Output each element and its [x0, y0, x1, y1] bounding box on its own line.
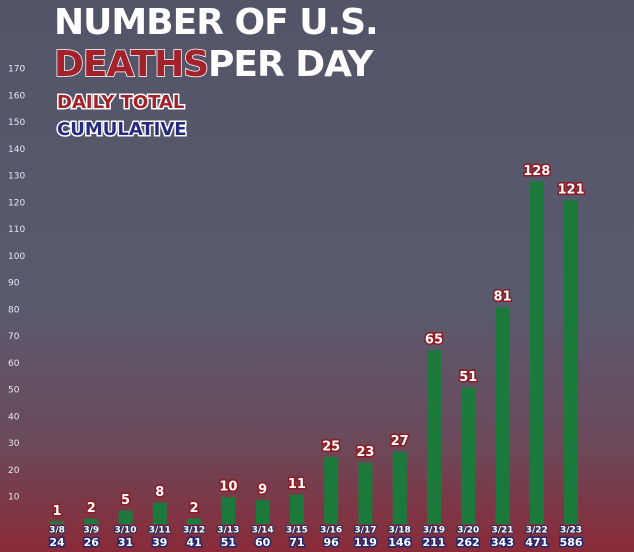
cumulative-label: 262: [457, 536, 480, 549]
cumulative-label: 96: [324, 536, 340, 549]
y-tick-label: 160: [8, 91, 25, 101]
bar: [324, 457, 339, 524]
y-tick-label: 50: [8, 386, 20, 396]
y-tick-label: 120: [8, 198, 25, 208]
x-tick-label: 3/12: [183, 526, 205, 536]
y-tick-label: 60: [8, 359, 20, 369]
y-tick-label: 150: [8, 118, 25, 128]
x-tick-label: 3/14: [252, 526, 274, 536]
value-label: 1: [52, 504, 61, 519]
bar: [187, 518, 202, 524]
cumulative-label: 26: [84, 536, 100, 549]
x-tick-label: 3/23: [560, 526, 582, 536]
cumulative-label: 119: [354, 536, 377, 549]
value-label: 9: [258, 482, 267, 497]
cumulative-label: 41: [186, 536, 201, 549]
bar: [255, 499, 270, 524]
x-tick-label: 3/9: [83, 526, 99, 536]
y-tick-label: 100: [8, 252, 25, 262]
title-line-2: PER DAY: [208, 44, 375, 85]
bar: [461, 387, 476, 524]
cumulative-label: 471: [525, 536, 548, 549]
x-tick-label: 3/15: [286, 526, 308, 536]
x-tick-label: 3/8: [49, 526, 65, 536]
bar: [118, 510, 133, 524]
y-tick-label: 90: [8, 279, 20, 289]
x-tick-label: 3/19: [423, 526, 445, 536]
bar: [50, 521, 64, 524]
x-tick-label: 3/20: [457, 526, 479, 536]
x-tick-label: 3/16: [320, 526, 342, 536]
bar: [426, 350, 441, 524]
x-tick-label: 3/18: [389, 526, 411, 536]
y-tick-label: 130: [8, 172, 25, 182]
value-label: 81: [493, 290, 511, 305]
y-tick-label: 170: [8, 65, 25, 75]
value-label: 121: [557, 183, 584, 198]
y-tick-label: 40: [8, 412, 20, 422]
value-label: 27: [391, 434, 409, 449]
y-tick-label: 140: [8, 145, 25, 155]
y-tick-label: 110: [8, 225, 25, 235]
cumulative-label: 39: [152, 536, 167, 549]
y-tick-label: 70: [8, 332, 20, 342]
value-label: 5: [121, 493, 130, 508]
value-label: 2: [87, 501, 96, 516]
title-highlight: DEATHS: [54, 44, 208, 85]
bar: [358, 462, 373, 524]
cumulative-label: 71: [289, 536, 304, 549]
value-label: 65: [425, 333, 443, 348]
x-tick-label: 3/10: [115, 526, 137, 536]
bar: [564, 200, 579, 524]
bar: [152, 502, 167, 524]
value-label: 2: [190, 501, 199, 516]
x-tick-label: 3/17: [354, 526, 376, 536]
y-tick-label: 20: [8, 466, 20, 476]
bar: [392, 451, 407, 524]
x-tick-label: 3/22: [526, 526, 548, 536]
value-label: 51: [459, 370, 477, 385]
y-tick-label: 80: [8, 305, 20, 315]
bar: [495, 307, 510, 524]
y-tick-label: 10: [8, 493, 20, 503]
cumulative-label: 51: [221, 536, 236, 549]
legend-cumulative: CUMULATIVE: [57, 119, 187, 140]
x-tick-label: 3/13: [217, 526, 239, 536]
bar: [84, 518, 99, 524]
cumulative-label: 31: [118, 536, 133, 549]
value-label: 11: [288, 477, 306, 492]
title-line-1: NUMBER OF U.S.: [54, 2, 378, 43]
bar: [221, 497, 236, 524]
cumulative-label: 586: [560, 536, 583, 549]
y-tick-label: 30: [8, 439, 20, 449]
cumulative-label: 146: [388, 536, 411, 549]
bar: [289, 494, 304, 524]
bar: [529, 181, 544, 525]
cumulative-label: 211: [422, 536, 445, 549]
cumulative-label: 24: [49, 536, 65, 549]
x-tick-label: 3/21: [491, 526, 513, 536]
value-label: 23: [356, 445, 374, 460]
cumulative-label: 343: [491, 536, 514, 549]
cumulative-label: 60: [255, 536, 271, 549]
value-label: 10: [219, 480, 237, 495]
value-label: 128: [523, 164, 550, 179]
value-label: 8: [155, 485, 164, 500]
value-label: 25: [322, 440, 340, 455]
x-tick-label: 3/11: [149, 526, 171, 536]
legend-daily: DAILY TOTAL: [57, 92, 184, 113]
